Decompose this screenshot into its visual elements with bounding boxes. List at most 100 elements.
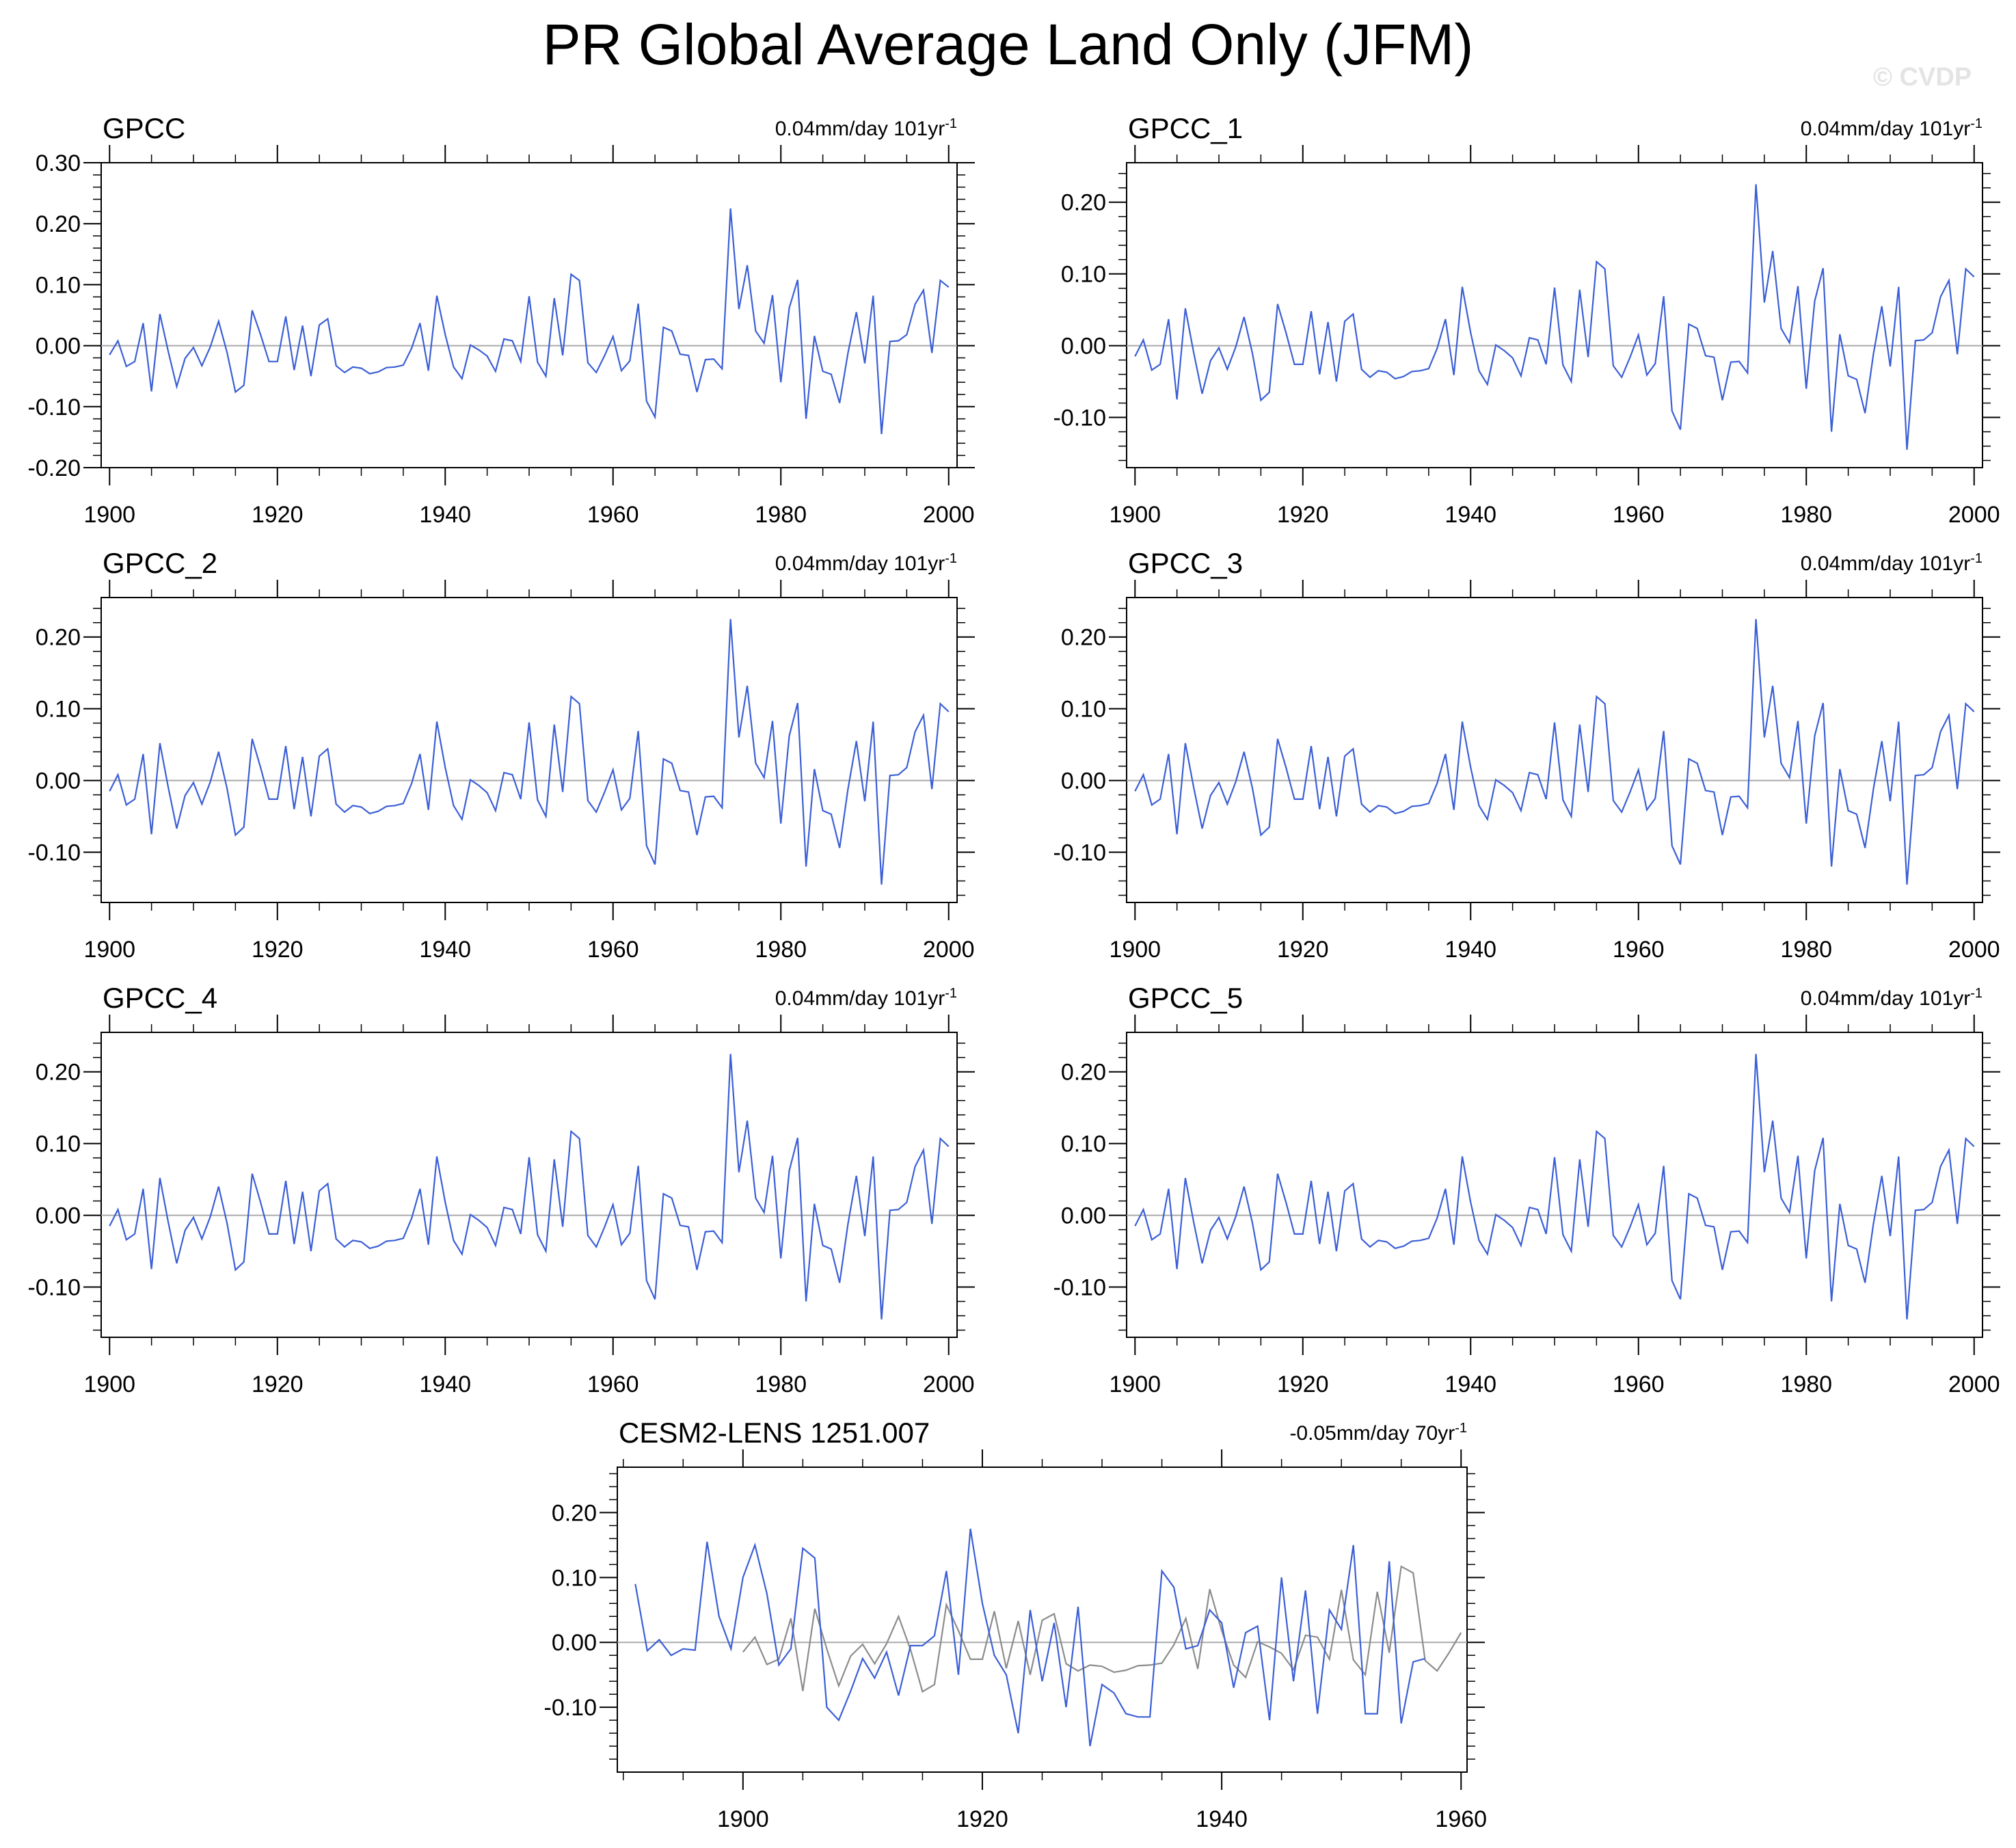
trend-exponent: -1 <box>945 116 957 131</box>
x-tick-label: 1940 <box>419 502 471 528</box>
y-tick-label: 0.00 <box>1061 1203 1106 1229</box>
panel-title: GPCC_5 <box>1128 982 1243 1014</box>
series-line <box>109 208 950 434</box>
panel-title: GPCC_3 <box>1128 547 1243 579</box>
panel-title: GPCC_4 <box>103 982 217 1014</box>
y-tick-label: -0.10 <box>28 840 81 866</box>
trend-exponent: -1 <box>1970 551 1983 566</box>
trend-annotation: 0.04mm/day 101yr-1 <box>775 986 957 1010</box>
x-tick-label: 1960 <box>1613 502 1665 528</box>
series-line <box>109 619 950 885</box>
x-tick-label: 1940 <box>1444 1371 1496 1397</box>
x-tick-label: 1900 <box>83 937 135 963</box>
y-tick-label: 0.20 <box>36 211 81 237</box>
y-tick-label: 0.10 <box>1061 262 1106 288</box>
y-tick-label: 0.10 <box>1061 1131 1106 1157</box>
trend-exponent: -1 <box>945 551 957 566</box>
panel-title: GPCC <box>103 112 185 144</box>
x-tick-label: 1980 <box>755 937 807 963</box>
y-tick-label: 0.20 <box>36 1060 81 1086</box>
x-tick-label: 2000 <box>923 1371 975 1397</box>
x-tick-label: 1980 <box>755 502 807 528</box>
y-tick-label: 0.10 <box>36 697 81 723</box>
y-tick-label: 0.00 <box>552 1630 597 1656</box>
x-tick-label: 2000 <box>1948 1371 2000 1397</box>
y-tick-label: 0.00 <box>1061 334 1106 360</box>
x-tick-label: 1940 <box>1444 502 1496 528</box>
series-line <box>1134 1054 1975 1320</box>
x-tick-label: 1900 <box>83 502 135 528</box>
y-tick-label: -0.10 <box>28 1275 81 1301</box>
y-tick-label: -0.10 <box>1053 405 1107 431</box>
y-tick-label: 0.10 <box>552 1565 597 1591</box>
chart-panel: 1900 1920 1940 1960 1980 2000 -0.10 0.00 0.10 0.2… <box>1053 112 2000 528</box>
x-tick-label: 1960 <box>1613 1371 1665 1397</box>
chart-panel: 1900 1920 1940 1960 1980 2000 -0.10 0.00 0.10 0.2… <box>1053 547 2000 963</box>
x-tick-label: 2000 <box>923 937 975 963</box>
x-tick-label: 2000 <box>1948 937 2000 963</box>
x-tick-label: 1960 <box>587 937 639 963</box>
x-tick-label: 1980 <box>755 1371 807 1397</box>
x-tick-label: 1900 <box>83 1371 135 1397</box>
y-tick-label: 0.20 <box>36 625 81 651</box>
x-tick-label: 1960 <box>587 502 639 528</box>
x-tick-label: 1960 <box>587 1371 639 1397</box>
trend-value: -0.05mm/day 70yr <box>1289 1422 1455 1445</box>
y-tick-label: -0.10 <box>1053 840 1107 866</box>
plot-frame <box>1126 162 1983 468</box>
plot-frame <box>100 162 958 468</box>
trend-value: 0.04mm/day 101yr <box>775 118 945 140</box>
trend-exponent: -1 <box>1970 986 1983 1001</box>
trend-value: 0.04mm/day 101yr <box>775 987 945 1010</box>
trend-exponent: -1 <box>1455 1421 1467 1436</box>
y-tick-label: 0.00 <box>36 768 81 794</box>
trend-annotation: 0.04mm/day 101yr-1 <box>1801 986 1983 1010</box>
x-tick-label: 1940 <box>419 937 471 963</box>
y-tick-label: 0.10 <box>1061 697 1106 723</box>
series-line <box>742 1565 1462 1693</box>
y-tick-label: -0.10 <box>28 394 81 420</box>
trend-annotation: -0.05mm/day 70yr-1 <box>1289 1421 1467 1445</box>
y-tick-label: 0.20 <box>1061 190 1106 216</box>
trend-annotation: 0.04mm/day 101yr-1 <box>775 116 957 140</box>
x-tick-label: 1920 <box>252 937 304 963</box>
figure-title: PR Global Average Land Only (JFM) <box>542 12 1474 77</box>
x-tick-label: 1900 <box>1109 502 1161 528</box>
y-tick-label: -0.20 <box>28 455 81 481</box>
x-tick-label: 1960 <box>1613 937 1665 963</box>
x-tick-label: 1900 <box>717 1806 769 1832</box>
x-tick-label: 2000 <box>1948 502 2000 528</box>
chart-panel: 1900 1920 1940 1960 1980 2000 -0.10 0.00 0.10 0.2… <box>28 547 975 963</box>
x-tick-label: 1920 <box>252 502 304 528</box>
series-line <box>1134 619 1975 885</box>
trend-value: 0.04mm/day 101yr <box>1801 987 1970 1010</box>
plot-frame <box>100 597 958 903</box>
chart-panel: 1900 1920 1940 1960 -0.10 0.00 0.10 0.20 CESM2-L… <box>544 1417 1488 1832</box>
series-line <box>109 1054 950 1320</box>
x-tick-label: 1980 <box>1780 1371 1832 1397</box>
x-tick-label: 1920 <box>1277 937 1329 963</box>
trend-value: 0.04mm/day 101yr <box>775 552 945 575</box>
x-tick-label: 1920 <box>956 1806 1008 1832</box>
panel-title: GPCC_1 <box>1128 112 1243 144</box>
watermark: © CVDP <box>1873 63 1972 92</box>
x-tick-label: 1980 <box>1780 937 1832 963</box>
y-tick-label: 0.20 <box>552 1500 597 1526</box>
plot-frame <box>1126 597 1983 903</box>
trend-exponent: -1 <box>945 986 957 1001</box>
y-tick-label: 0.10 <box>36 1131 81 1157</box>
series-line <box>634 1528 1425 1747</box>
trend-value: 0.04mm/day 101yr <box>1801 552 1970 575</box>
x-tick-label: 1900 <box>1109 1371 1161 1397</box>
y-tick-label: 0.10 <box>36 272 81 298</box>
x-tick-label: 1900 <box>1109 937 1161 963</box>
trend-annotation: 0.04mm/day 101yr-1 <box>1801 116 1983 140</box>
y-tick-label: -0.10 <box>544 1695 597 1721</box>
plot-frame <box>100 1032 958 1338</box>
plot-frame <box>1126 1032 1983 1338</box>
x-tick-label: 1920 <box>1277 1371 1329 1397</box>
trend-annotation: 0.04mm/day 101yr-1 <box>775 551 957 575</box>
y-tick-label: 0.20 <box>1061 625 1106 651</box>
trend-value: 0.04mm/day 101yr <box>1801 118 1970 140</box>
